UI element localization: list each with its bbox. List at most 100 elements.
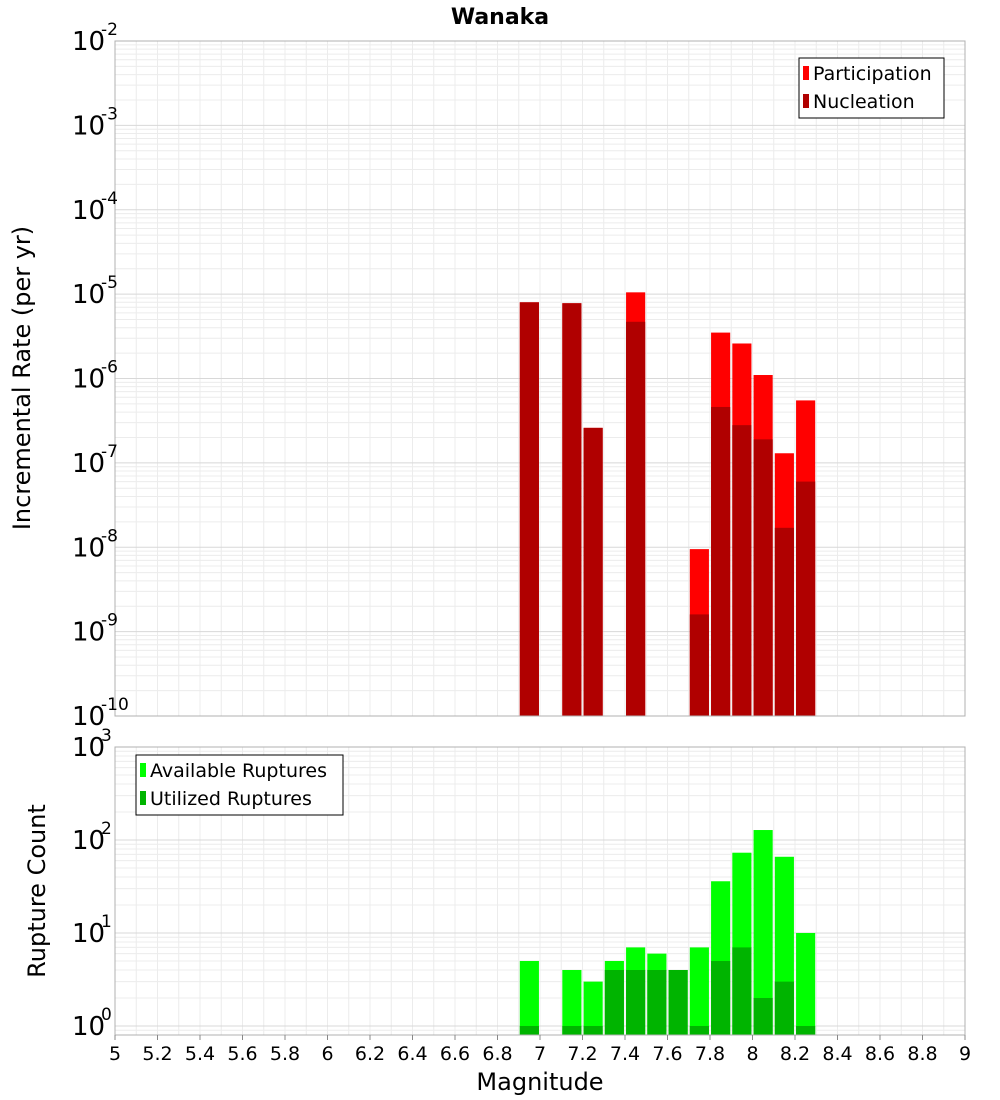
count-y-tick-base: 10 xyxy=(72,826,105,856)
count-y-tick-exp: 3 xyxy=(101,726,112,746)
count-legend-box xyxy=(135,754,344,816)
x-tick-label: 7.6 xyxy=(652,1043,682,1065)
x-tick-label: 8.4 xyxy=(822,1043,852,1065)
bar-nucleation xyxy=(519,302,539,716)
x-tick-label: 7 xyxy=(534,1043,546,1065)
rate-y-tick-base: 10 xyxy=(72,111,105,141)
x-tick-label: 5 xyxy=(109,1043,121,1065)
x-tick-label: 7.4 xyxy=(610,1043,640,1065)
rate-y-tick-exp: -7 xyxy=(101,442,118,462)
bar-nucleation xyxy=(689,614,709,716)
x-tick-label: 5.4 xyxy=(185,1043,215,1065)
x-tick-label: 6.6 xyxy=(440,1043,470,1065)
rate-y-tick-exp: -10 xyxy=(101,695,129,715)
x-ticks: 5 5.2 5.4 5.6 5.8 6 6.2 6.4 6.6 6.8 7 7.2 7.4 7.6 7.8 8… xyxy=(109,1035,971,1065)
x-tick-label: 7.8 xyxy=(695,1043,725,1065)
rate-y-axis-label: Incremental Rate (per yr) xyxy=(8,226,36,530)
rate-y-tick-exp: -6 xyxy=(101,358,118,378)
bar-utilized xyxy=(647,969,667,1035)
bar-utilized xyxy=(519,1025,539,1035)
x-tick-label: 8 xyxy=(746,1043,758,1065)
bar-nucleation xyxy=(562,303,582,716)
bar-nucleation xyxy=(796,481,816,716)
count-y-tick-base: 10 xyxy=(72,733,105,763)
legend-swatch-nucleation xyxy=(803,94,809,108)
bar-nucleation xyxy=(626,321,646,716)
legend-label-utilized: Utilized Ruptures xyxy=(150,788,312,810)
x-tick-label: 8.2 xyxy=(780,1043,810,1065)
rate-legend-box xyxy=(798,57,945,119)
rate-y-tick-base: 10 xyxy=(72,196,105,226)
bar-available xyxy=(689,947,709,1035)
rate-legend: Participation Nucleation xyxy=(798,57,945,119)
bar-nucleation xyxy=(774,527,794,716)
rate-grid xyxy=(114,41,966,717)
rate-y-tick-base: 10 xyxy=(72,702,105,732)
count-y-tick-base: 10 xyxy=(72,919,105,949)
count-y-tick-exp: 0 xyxy=(101,1005,112,1025)
rate-y-tick-exp: -2 xyxy=(101,20,118,40)
rate-y-tick-exp: -9 xyxy=(101,611,118,631)
x-tick-label: 7.2 xyxy=(567,1043,597,1065)
bar-nucleation xyxy=(583,427,603,716)
rate-y-tick-exp: -5 xyxy=(101,273,118,293)
rate-y-tick-exp: -8 xyxy=(101,526,118,546)
x-tick-label: 8.8 xyxy=(907,1043,937,1065)
bar-nucleation xyxy=(732,425,752,716)
x-tick-label: 5.6 xyxy=(227,1043,257,1065)
x-tick-label: 6.4 xyxy=(397,1043,427,1065)
legend-label-participation: Participation xyxy=(813,63,932,85)
legend-label-available: Available Ruptures xyxy=(150,760,327,782)
bar-utilized xyxy=(626,969,646,1035)
x-tick-label: 5.8 xyxy=(270,1043,300,1065)
legend-swatch-utilized xyxy=(140,791,146,805)
bar-utilized xyxy=(796,1025,816,1035)
legend-swatch-available xyxy=(140,763,146,777)
x-tick-label: 6.2 xyxy=(355,1043,385,1065)
count-legend: Available Ruptures Utilized Ruptures xyxy=(135,754,344,816)
x-tick-label: 8.6 xyxy=(865,1043,895,1065)
rate-y-tick-base: 10 xyxy=(72,618,105,648)
count-y-tick-base: 10 xyxy=(72,1012,105,1042)
chart-title: Wanaka xyxy=(451,5,549,30)
bar-utilized xyxy=(732,947,752,1035)
bar-utilized xyxy=(753,997,773,1035)
legend-swatch-participation xyxy=(803,66,809,80)
x-tick-label: 9 xyxy=(959,1043,971,1065)
count-grid xyxy=(114,747,966,1036)
x-tick-label: 6 xyxy=(321,1043,333,1065)
rate-bars xyxy=(519,292,816,716)
bar-utilized xyxy=(583,1025,603,1035)
x-tick-label: 5.2 xyxy=(142,1043,172,1065)
rate-y-tick-exp: -3 xyxy=(101,104,118,124)
bar-utilized xyxy=(689,1025,709,1035)
rate-plot-frame xyxy=(114,40,966,717)
x-tick-label: 6.8 xyxy=(482,1043,512,1065)
count-y-axis-label: Rupture Count xyxy=(23,804,51,978)
bar-utilized xyxy=(668,969,688,1035)
x-axis-label: Magnitude xyxy=(476,1068,603,1096)
legend-label-nucleation: Nucleation xyxy=(813,91,915,113)
rate-y-tick-base: 10 xyxy=(72,280,105,310)
bar-nucleation xyxy=(753,439,773,716)
bar-available xyxy=(562,969,582,1035)
bar-nucleation xyxy=(711,406,731,716)
bar-utilized xyxy=(774,981,794,1035)
count-bars xyxy=(519,830,816,1035)
bar-utilized xyxy=(711,960,731,1035)
bar-available xyxy=(796,932,816,1035)
count-y-tick-exp: 1 xyxy=(101,912,112,932)
bar-available xyxy=(583,981,603,1035)
rate-y-tick-exp: -4 xyxy=(101,189,118,209)
count-y-tick-exp: 2 xyxy=(101,819,112,839)
rate-y-tick-base: 10 xyxy=(72,365,105,395)
bar-available xyxy=(519,960,539,1035)
rate-y-tick-base: 10 xyxy=(72,449,105,479)
rate-y-tick-base: 10 xyxy=(72,27,105,57)
